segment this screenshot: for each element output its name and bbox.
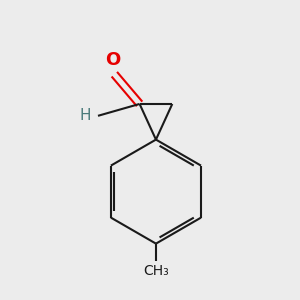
Text: CH₃: CH₃: [143, 264, 169, 278]
Text: H: H: [80, 108, 92, 123]
Text: O: O: [105, 51, 121, 69]
